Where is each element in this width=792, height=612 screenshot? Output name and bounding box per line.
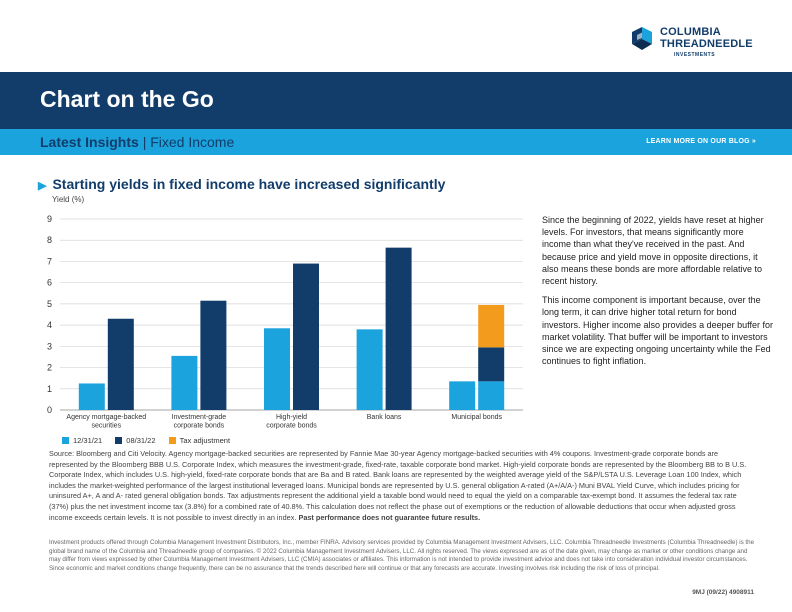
x-tick-label: corporate bonds: [266, 423, 317, 430]
y-tick-label: 9: [47, 214, 52, 224]
bar-08/31/22: [107, 318, 134, 410]
source-text: Source: Bloomberg and Citi Velocity. Age…: [49, 449, 747, 522]
performance-disclaimer: Past performance does not guarantee futu…: [298, 512, 481, 522]
legend-item: 08/31/22: [115, 436, 156, 445]
bar-12/31/21: [264, 328, 290, 410]
bar-chart: 0 1 2 3 4 5 6 7 8 9 Agency mortgage-backed securiti…: [47, 214, 523, 430]
logo-wordmark: COLUMBIA THREADNEEDLE: [660, 26, 753, 50]
y-tick-label: 5: [47, 299, 52, 309]
section-label: Latest Insights | Fixed Income: [40, 134, 234, 150]
y-tick-label: 6: [47, 278, 52, 288]
y-tick-label: 8: [47, 235, 52, 245]
document-code: 9MJ (09/22) 4908911: [692, 589, 754, 596]
commentary-paragraph: This income component is important becau…: [542, 295, 773, 367]
section-topic: Fixed Income: [150, 134, 235, 150]
x-tick-label: Municipal bonds: [451, 414, 502, 421]
legend-swatch: [115, 437, 123, 444]
logo-line1: COLUMBIA: [660, 26, 721, 38]
bar-stack-base: [478, 381, 505, 410]
chart-legend: 12/31/21 08/31/22 Tax adjustment: [62, 436, 241, 445]
bar-12/31/21: [449, 381, 476, 410]
y-tick-label: 0: [47, 405, 52, 415]
logo-sub: INVESTMENTS: [674, 52, 716, 58]
legend-label: Tax adjustment: [179, 436, 231, 445]
x-tick-label: Bank loans: [367, 414, 402, 421]
legend-item: Tax adjustment: [168, 436, 231, 445]
legend-label: 08/31/22: [126, 436, 156, 445]
legend-swatch: [62, 437, 69, 444]
bar-08/31/22: [478, 347, 505, 382]
y-tick-label: 7: [47, 256, 52, 266]
bar-12/31/21: [356, 329, 383, 410]
logo-line2: THREADNEEDLE: [660, 38, 753, 50]
commentary: Since the beginning of 2022, yields have…: [542, 214, 774, 374]
x-tick-label: Investment-grade: [172, 414, 227, 421]
bar-08/31/22: [385, 247, 412, 410]
section-separator: |: [142, 134, 147, 150]
source-note: Source: Bloomberg and Citi Velocity. Age…: [49, 449, 754, 523]
subheader-bar: Latest Insights | Fixed Income LEARN MOR…: [0, 129, 792, 155]
x-tick-label: corporate bonds: [174, 423, 225, 430]
page-title: Chart on the Go: [40, 86, 214, 112]
y-tick-label: 1: [47, 384, 52, 394]
bar-12/31/21: [78, 383, 105, 410]
legend-swatch: [168, 437, 176, 444]
y-tick-label: 2: [47, 363, 52, 373]
x-tick-label: securities: [92, 423, 122, 430]
bar-08/31/22: [293, 263, 319, 410]
bar-tax-adjustment: [478, 304, 505, 348]
chevron-right-icon: ▶: [38, 180, 47, 192]
legend-item: 12/31/21: [62, 436, 102, 445]
legal-disclaimer: Investment products offered through Colu…: [49, 539, 755, 573]
chart-title: ▶ Starting yields in fixed income have in…: [38, 176, 445, 192]
bar-08/31/22: [200, 300, 227, 410]
chart-title-text: Starting yields in fixed income have inc…: [52, 176, 446, 192]
y-tick-label: 3: [47, 341, 52, 351]
y-tick-label: 4: [47, 320, 52, 330]
logo-mark-icon: [632, 27, 652, 50]
y-axis-label: Yield (%): [52, 195, 85, 204]
company-logo: COLUMBIA THREADNEEDLE INVESTMENTS: [628, 24, 768, 64]
blog-link[interactable]: LEARN MORE ON OUR BLOG »: [646, 138, 756, 145]
x-tick-label: Agency mortgage-backed: [66, 414, 146, 421]
bar-12/31/21: [171, 355, 198, 410]
legend-label: 12/31/21: [73, 436, 103, 445]
commentary-paragraph: Since the beginning of 2022, yields have…: [542, 215, 764, 287]
section-label-bold: Latest Insights: [40, 134, 139, 150]
title-bar: Chart on the Go: [0, 72, 792, 129]
x-tick-label: High-yield: [276, 414, 307, 421]
